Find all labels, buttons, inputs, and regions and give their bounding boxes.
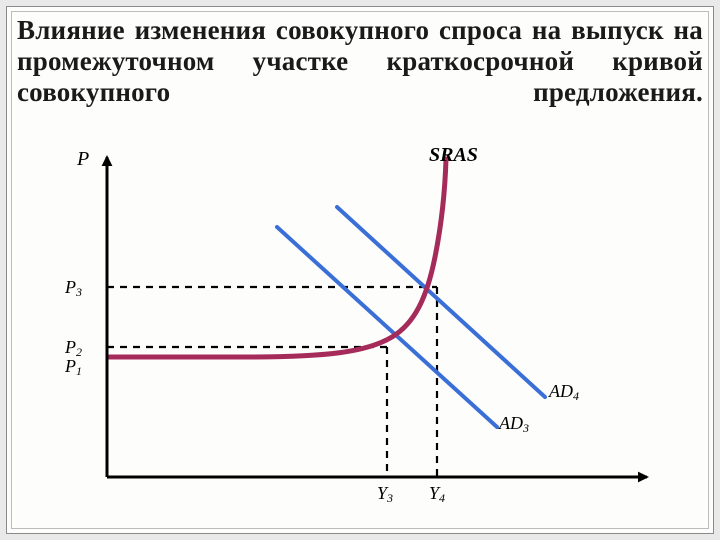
slide: Влияние изменения совокупного спроса на …	[0, 0, 720, 540]
econ-chart: PSRASP3P2P1Y3Y4AD3AD4	[47, 147, 687, 517]
slide-title: Влияние изменения совокупного спроса на …	[17, 15, 703, 108]
y3-label: Y3	[377, 483, 393, 505]
y-axis-label: P	[76, 148, 89, 170]
p3-label: P3	[64, 277, 82, 299]
y4-label: Y4	[429, 483, 445, 505]
sras-label: SRAS	[429, 147, 478, 166]
slide-inner: Влияние изменения совокупного спроса на …	[6, 6, 714, 534]
x-axis-arrow	[638, 472, 649, 483]
ad3-line	[277, 227, 497, 427]
ad3-label: AD3	[498, 413, 529, 435]
p1-label: P1	[64, 356, 82, 378]
ad4-label: AD4	[548, 381, 579, 403]
y-axis-arrow	[102, 155, 113, 166]
chart-container: PSRASP3P2P1Y3Y4AD3AD4	[47, 147, 687, 517]
